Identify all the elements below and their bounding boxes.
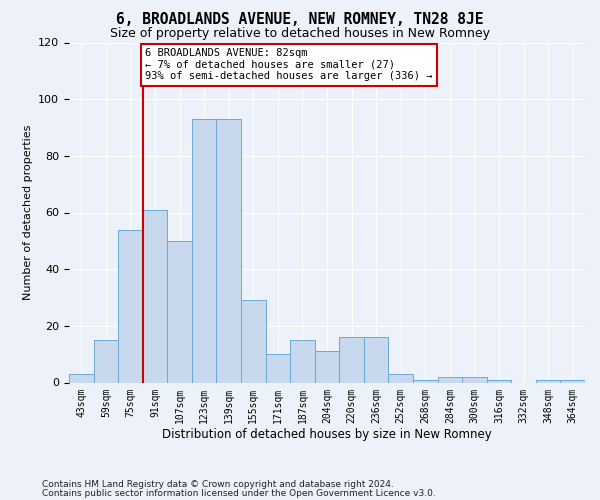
Bar xyxy=(192,119,217,382)
Bar xyxy=(487,380,511,382)
Bar xyxy=(241,300,266,382)
Y-axis label: Number of detached properties: Number of detached properties xyxy=(23,125,32,300)
Bar xyxy=(364,337,388,382)
Bar xyxy=(167,241,192,382)
Bar xyxy=(217,119,241,382)
Text: Size of property relative to detached houses in New Romney: Size of property relative to detached ho… xyxy=(110,28,490,40)
Bar xyxy=(536,380,560,382)
Bar xyxy=(560,380,585,382)
Bar xyxy=(266,354,290,382)
Text: Contains HM Land Registry data © Crown copyright and database right 2024.: Contains HM Land Registry data © Crown c… xyxy=(42,480,394,489)
X-axis label: Distribution of detached houses by size in New Romney: Distribution of detached houses by size … xyxy=(162,428,492,441)
Bar xyxy=(388,374,413,382)
Text: Contains public sector information licensed under the Open Government Licence v3: Contains public sector information licen… xyxy=(42,488,436,498)
Bar xyxy=(339,337,364,382)
Text: 6 BROADLANDS AVENUE: 82sqm
← 7% of detached houses are smaller (27)
93% of semi-: 6 BROADLANDS AVENUE: 82sqm ← 7% of detac… xyxy=(145,48,433,82)
Text: 6, BROADLANDS AVENUE, NEW ROMNEY, TN28 8JE: 6, BROADLANDS AVENUE, NEW ROMNEY, TN28 8… xyxy=(116,12,484,28)
Bar xyxy=(315,352,339,382)
Bar xyxy=(118,230,143,382)
Bar xyxy=(143,210,167,382)
Bar xyxy=(413,380,437,382)
Bar xyxy=(69,374,94,382)
Bar xyxy=(437,377,462,382)
Bar xyxy=(94,340,118,382)
Bar xyxy=(290,340,315,382)
Bar xyxy=(462,377,487,382)
